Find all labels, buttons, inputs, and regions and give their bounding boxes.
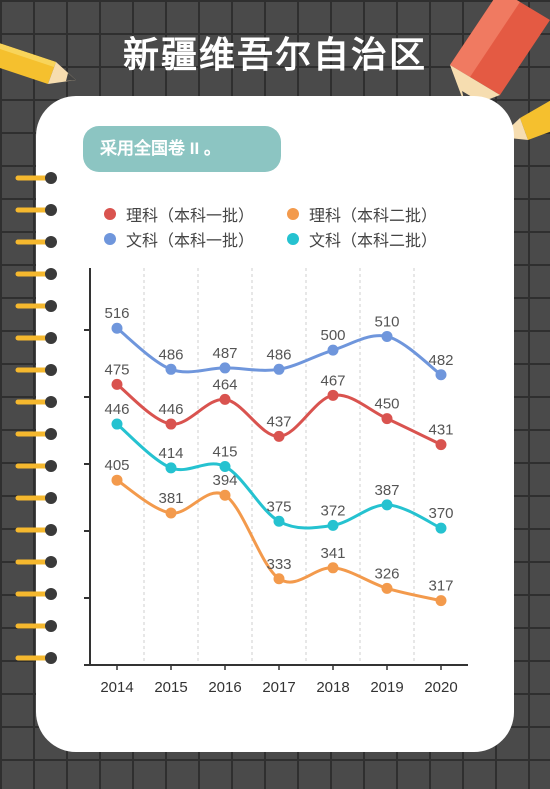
data-label: 487 — [212, 345, 237, 362]
x-tick-label: 2016 — [208, 679, 241, 696]
data-label: 516 — [104, 305, 129, 322]
data-label: 482 — [428, 352, 453, 369]
data-point — [219, 393, 231, 405]
data-label: 475 — [104, 361, 129, 378]
x-tick-label: 2015 — [154, 679, 187, 696]
data-point — [219, 362, 231, 374]
data-label: 341 — [320, 545, 345, 562]
data-point — [219, 461, 231, 472]
legend-item-li-erben: 理科（本科二批） — [287, 203, 437, 225]
data-point — [165, 507, 177, 519]
spiral-ring — [15, 300, 57, 312]
spiral-ring — [15, 524, 57, 536]
spiral-ring — [15, 364, 57, 376]
data-point — [273, 515, 285, 527]
data-point — [111, 322, 123, 334]
data-point — [327, 562, 339, 574]
spiral-ring — [15, 428, 57, 440]
data-label: 510 — [374, 313, 399, 330]
data-point — [381, 330, 393, 342]
data-point — [165, 418, 177, 430]
data-label: 414 — [158, 445, 183, 462]
spiral-ring — [15, 268, 57, 280]
spiral-ring — [15, 588, 57, 600]
data-point — [381, 499, 393, 511]
data-point — [435, 369, 447, 381]
legend-swatch — [104, 233, 116, 245]
data-label: 381 — [158, 490, 183, 507]
spiral-ring — [15, 332, 57, 344]
x-tick-label: 2018 — [316, 679, 349, 696]
data-label: 446 — [158, 401, 183, 418]
spiral-ring — [15, 172, 57, 184]
legend-swatch — [287, 208, 299, 220]
spiral-ring — [15, 204, 57, 216]
spiral-ring — [15, 652, 57, 664]
legend-item-wen-erben: 文科（本科二批） — [287, 228, 437, 250]
legend-swatch — [287, 233, 299, 245]
data-label: 500 — [320, 327, 345, 344]
data-point — [327, 519, 339, 531]
data-point — [219, 489, 231, 501]
data-label: 405 — [104, 457, 129, 474]
data-point — [273, 363, 285, 375]
data-point — [435, 522, 447, 534]
data-label: 372 — [320, 502, 345, 519]
data-point — [435, 439, 447, 451]
data-point — [111, 378, 123, 390]
data-label: 467 — [320, 372, 345, 389]
legend-item-li-yiben: 理科（本科一批） — [104, 203, 254, 225]
data-label: 486 — [158, 346, 183, 363]
data-point — [381, 582, 393, 594]
x-tick-label: 2017 — [262, 679, 295, 696]
spiral-ring — [15, 556, 57, 568]
data-label: 375 — [266, 498, 291, 515]
data-label: 486 — [266, 346, 291, 363]
data-label: 437 — [266, 413, 291, 430]
data-label: 333 — [266, 556, 291, 573]
data-point — [273, 573, 285, 585]
pencil-icon — [450, 0, 550, 108]
data-point — [111, 474, 123, 486]
data-point — [273, 430, 285, 442]
data-label: 317 — [428, 578, 453, 595]
spiral-ring — [15, 460, 57, 472]
data-label: 370 — [428, 505, 453, 522]
data-point — [381, 413, 393, 425]
legend-label: 文科（本科一批） — [126, 233, 255, 250]
data-label: 415 — [212, 444, 237, 461]
spiral-ring — [15, 236, 57, 248]
exam-note-badge: 采用全国卷 II 。 — [83, 126, 281, 172]
spiral-ring — [15, 396, 57, 408]
legend-swatch — [104, 208, 116, 220]
x-tick-label: 2020 — [424, 679, 457, 696]
data-point — [165, 363, 177, 375]
data-label: 450 — [374, 396, 399, 413]
page-title: 新疆维吾尔自治区 — [122, 34, 427, 75]
legend-label: 理科（本科一批） — [126, 208, 255, 225]
data-label: 464 — [212, 376, 237, 393]
data-label: 394 — [212, 472, 237, 489]
data-point — [111, 418, 123, 430]
data-point — [435, 595, 447, 607]
legend-item-wen-yiben: 文科（本科一批） — [104, 228, 254, 250]
data-point — [327, 344, 339, 356]
pencil-icon — [0, 43, 76, 84]
spiral-ring — [15, 620, 57, 632]
legend-label: 文科（本科二批） — [309, 233, 438, 250]
spiral-ring — [15, 492, 57, 504]
legend-label: 理科（本科二批） — [309, 208, 438, 225]
data-point — [165, 462, 177, 474]
x-tick-label: 2019 — [370, 679, 403, 696]
data-point — [327, 389, 339, 401]
notebook-spiral — [15, 172, 57, 664]
data-label: 387 — [374, 482, 399, 499]
data-label: 326 — [374, 565, 399, 582]
data-label: 431 — [428, 422, 453, 439]
data-label: 446 — [104, 401, 129, 418]
x-tick-label: 2014 — [100, 679, 133, 696]
